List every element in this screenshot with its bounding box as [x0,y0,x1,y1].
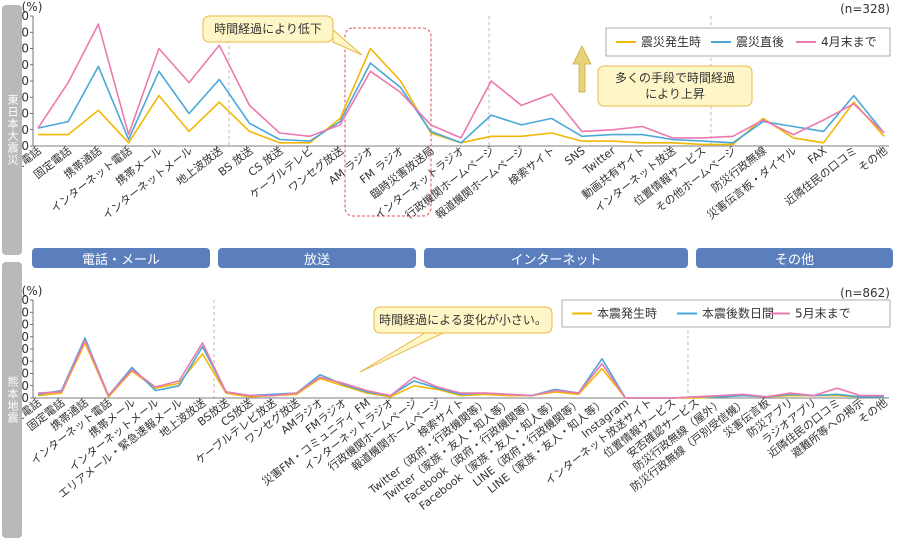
series-line-1 [37,337,884,399]
legend-box [605,27,891,57]
callout-text: 時間経過により低下 [214,22,322,36]
callout-pointer [359,332,444,373]
y-tick-label: 0 [21,391,29,405]
y-tick-label: 0 [21,139,29,153]
highlight-box [344,27,432,217]
legend-label: 4月末まで [821,35,877,49]
category-other: その他 [696,248,893,268]
callout-box [202,15,334,43]
callout-box [373,306,553,334]
callout-pointer [332,28,363,56]
series-line-0 [37,342,884,399]
legend-label: 震災発生時 [641,35,701,49]
category-phone-mail: 電話・メール [32,248,210,268]
callout-text: 多くの手段で時間経過 [615,70,735,85]
series-line-1 [37,62,885,144]
series-line-2 [37,23,885,139]
legend-box [561,299,891,328]
up-arrow-icon [572,45,592,93]
side-label-east-japan: 東日本大震災 [2,5,22,255]
sample-size-label: (n=328) [840,2,890,16]
callout-text: により上昇 [645,87,705,101]
series-line-0 [38,47,885,146]
y-axis-label: (%) [22,284,43,298]
y-axis-label: (%) [22,0,43,14]
side-label-kumamoto: 熊本地震 [2,262,22,538]
callout-text: 時間経過による変化が小さい。 [379,312,547,327]
chart-0: 01020304050607080(%)(n=328)公衆電話固定電話携帯通話イ… [1,0,891,222]
legend-label: 5月末まで [795,307,851,321]
legend-label: 本震後数日間 [702,306,774,321]
category-internet: インターネット [424,248,688,268]
sample-size-label: (n=862) [840,286,890,300]
legend-label: 本震発生時 [597,307,657,321]
chart-1: 01020304050607080(%)(n=862)公衆電話固定電話携帯通話イ… [1,284,891,513]
legend-label: 震災直後 [736,35,784,49]
category-broadcast: 放送 [218,248,416,268]
callout-box [597,65,753,107]
x-tick-label: その他 [856,144,890,175]
